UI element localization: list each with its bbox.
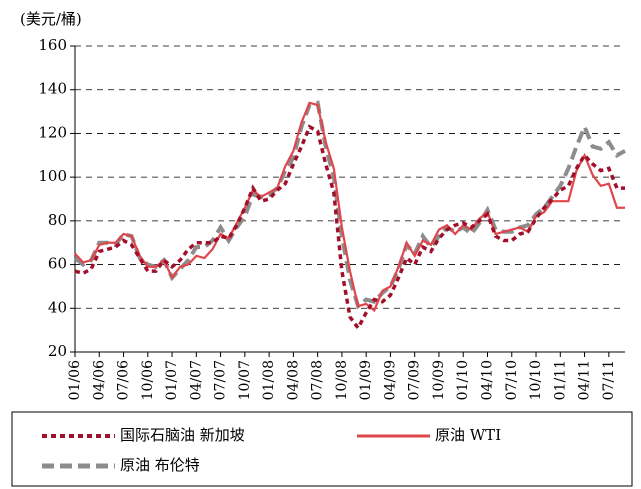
y-tick-label: 20	[48, 342, 67, 360]
x-tick-label: 07/07	[213, 360, 229, 400]
y-tick-label: 100	[38, 167, 67, 185]
legend-label: 国际石脑油 新加坡	[120, 426, 245, 444]
y-tick-label: 40	[48, 298, 67, 316]
x-tick-label: 10/07	[237, 360, 253, 400]
legend-box	[11, 411, 633, 487]
x-tick-label: 07/08	[310, 360, 326, 400]
y-tick-label: 80	[48, 211, 67, 229]
x-tick-label: 04/10	[480, 360, 496, 400]
x-tick-label: 04/06	[91, 360, 107, 400]
x-tick-label: 10/09	[431, 360, 447, 400]
legend-label: 原油 布伦特	[120, 456, 200, 474]
x-tick-label: 01/11	[552, 360, 568, 400]
x-tick-label: 01/09	[358, 360, 374, 400]
x-tick-label: 07/11	[601, 360, 617, 400]
x-tick-label: 07/09	[407, 360, 423, 400]
x-tick-label: 04/09	[382, 360, 398, 400]
x-tick-label: 01/06	[67, 360, 83, 400]
legend-label: 原油 WTI	[435, 426, 501, 444]
x-tick-label: 01/10	[455, 360, 471, 400]
x-tick-label: 10/06	[140, 360, 156, 400]
y-tick-label: 60	[48, 255, 67, 273]
y-unit: (美元/桶)	[20, 10, 82, 28]
x-tick-label: 01/07	[164, 360, 180, 400]
series-line	[74, 124, 625, 332]
x-tick-label: 10/08	[334, 360, 350, 400]
y-tick-label: 160	[38, 36, 67, 54]
x-tick-label: 04/11	[577, 360, 593, 400]
x-tick-label: 04/08	[285, 360, 301, 400]
legend: 国际石脑油 新加坡 原油 WTI 原油 布伦特	[42, 426, 501, 474]
y-tick-label: 140	[38, 80, 67, 98]
x-tick-label: 04/07	[188, 360, 204, 400]
x-tick-label: 10/10	[528, 360, 544, 400]
x-tick-label: 07/06	[116, 360, 132, 400]
y-tick-label: 120	[38, 123, 67, 141]
x-tick-label: 01/08	[261, 360, 277, 400]
x-tick-label: 07/10	[504, 360, 520, 400]
